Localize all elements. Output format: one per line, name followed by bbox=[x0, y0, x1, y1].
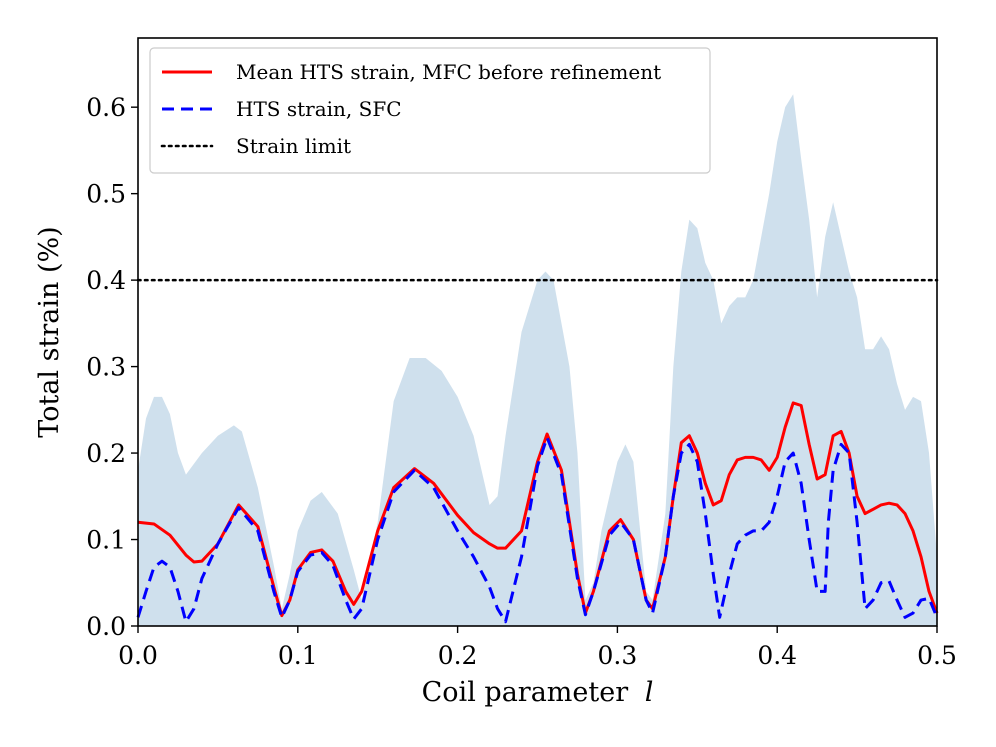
legend-label-2: HTS strain, SFC bbox=[236, 97, 402, 121]
y-tick-label: 0.2 bbox=[86, 439, 126, 468]
legend-box bbox=[149, 47, 711, 174]
y-tick-label: 0.0 bbox=[86, 612, 126, 641]
y-tick-label: 0.5 bbox=[86, 180, 126, 209]
y-tick-label: 0.6 bbox=[86, 93, 126, 122]
x-tick-label: 0.4 bbox=[757, 641, 797, 670]
x-tick-label: 0.5 bbox=[917, 641, 957, 670]
x-axis-label: Coil parameter l bbox=[422, 677, 654, 708]
x-tick-label: 0.2 bbox=[438, 641, 478, 670]
legend-label-3: Strain limit bbox=[236, 134, 351, 158]
y-tick-label: 0.3 bbox=[86, 353, 126, 382]
y-axis-label: Total strain (%) bbox=[34, 226, 65, 437]
x-tick-label: 0.3 bbox=[598, 641, 638, 670]
series-line-1 bbox=[137, 401, 939, 618]
shaded-band bbox=[138, 94, 937, 626]
x-axis-label-variable: l bbox=[645, 677, 654, 708]
legend-label-1: Mean HTS strain, MFC before refinement bbox=[236, 60, 661, 84]
series-layer bbox=[136, 278, 939, 624]
y-tick-label: 0.1 bbox=[86, 526, 126, 555]
legend: Mean HTS strain, MFC before refinement HT… bbox=[149, 47, 711, 174]
band-layer bbox=[138, 94, 937, 626]
x-axis-label-text: Coil parameter bbox=[422, 677, 629, 708]
y-tick-label: 0.4 bbox=[86, 266, 126, 295]
x-tick-label: 0.1 bbox=[278, 641, 318, 670]
plot-frame bbox=[137, 37, 938, 627]
tick-layer: 0.0 0.1 0.2 0.3 0.4 0.5 0.0 0.1 0.2 0.3 0.4 0.5 0.6 bbox=[86, 93, 957, 670]
x-tick-label: 0.0 bbox=[118, 641, 158, 670]
